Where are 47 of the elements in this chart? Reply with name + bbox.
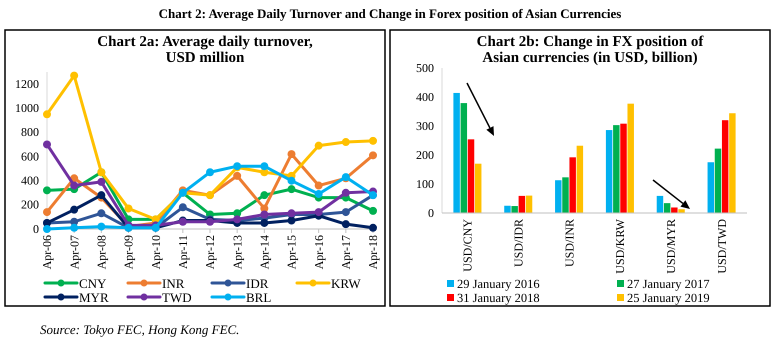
x-tick-label: Apr-16 <box>312 235 326 270</box>
x-tick-label: Apr-12 <box>203 235 218 270</box>
legend-label: 29 January 2016 <box>457 277 540 291</box>
x-tick-label: Apr-17 <box>339 235 354 270</box>
y-tick-label: 400 <box>416 90 434 104</box>
legend-label: IDR <box>246 276 269 291</box>
y-tick-label: 600 <box>21 149 39 164</box>
legend-label: BRL <box>246 290 272 305</box>
x-tick-label: Apr-18 <box>366 235 380 270</box>
x-tick-label: USD/TWD <box>714 218 729 274</box>
y-tick-label: 100 <box>416 176 434 191</box>
legend-label: INR <box>162 276 185 291</box>
chart-title: Chart 2b: Change in FX position of Asian currencies (in USD, billion) <box>476 34 704 66</box>
chart-title: Chart 2a: Average daily turnover, USD million <box>97 34 313 66</box>
y-tick-label: 1200 <box>15 76 39 91</box>
legend-label: 31 January 2018 <box>457 291 540 305</box>
x-tick-label: USD/MYR <box>664 219 678 274</box>
x-tick-label: Apr-07 <box>67 235 82 270</box>
legend-label: MYR <box>79 290 109 305</box>
y-tick-label: 0 <box>428 206 434 220</box>
x-tick-label: Apr-10 <box>148 235 163 270</box>
y-tick-label: 500 <box>416 60 434 75</box>
caption: Chart 2: Average Daily Turnover and Change in Forex position of Asian Currencies <box>158 6 622 21</box>
legend-label: KRW <box>331 276 362 291</box>
legend-label: 27 January 2017 <box>627 277 710 291</box>
x-tick-label: Apr-06 <box>40 235 54 270</box>
legend-label: TWD <box>162 290 192 305</box>
x-tick-label: Apr-09 <box>122 235 136 270</box>
source-note: Source: Tokyo FEC, Hong Kong FEC. <box>40 322 240 337</box>
y-tick-label: 400 <box>21 174 39 188</box>
x-tick-label: Apr-13 <box>230 235 244 270</box>
y-tick-label: 200 <box>21 198 39 212</box>
x-tick-label: Apr-11 <box>176 235 190 269</box>
legend-label: CNY <box>79 276 108 291</box>
y-tick-label: 300 <box>416 118 434 133</box>
x-tick-label: USD/IDR <box>511 219 526 268</box>
x-tick-label: USD/INR <box>562 219 576 268</box>
x-tick-label: Apr-08 <box>94 235 109 270</box>
y-tick-label: 0 <box>33 222 39 236</box>
y-tick-label: 1000 <box>15 101 39 116</box>
x-tick-label: Apr-14 <box>258 235 272 270</box>
x-tick-label: Apr-15 <box>284 235 299 270</box>
y-tick-label: 800 <box>21 125 39 140</box>
y-tick-label: 200 <box>416 148 434 162</box>
legend-label: 25 January 2019 <box>627 291 710 305</box>
x-tick-label: USD/CNY <box>460 218 475 272</box>
x-tick-label: USD/KRW <box>613 218 628 274</box>
